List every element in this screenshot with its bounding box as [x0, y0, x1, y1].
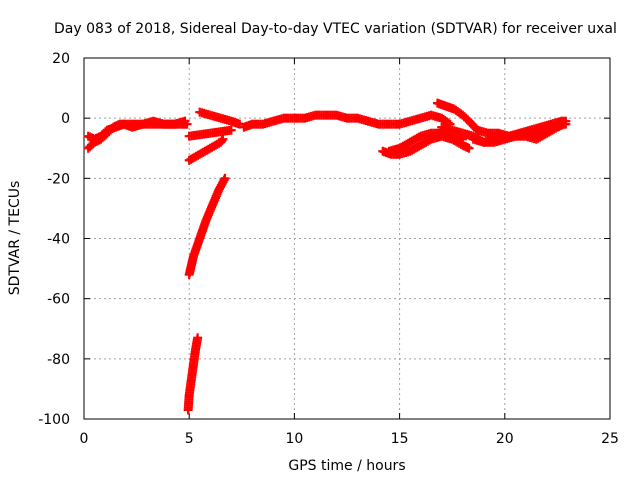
- x-tick-label: 25: [601, 431, 619, 447]
- y-tick-label: -100: [38, 412, 70, 428]
- y-axis-label: SDTVAR / TECUs: [7, 181, 23, 296]
- chart-title: Day 083 of 2018, Sidereal Day-to-day VTE…: [54, 21, 617, 37]
- axis-ticks: 0 5 10 15 20 25 -100 -80 -60 -40 -20 0 20: [38, 51, 619, 447]
- plot-area: [83, 57, 611, 420]
- x-tick-label: 5: [185, 431, 194, 447]
- y-tick-label: -60: [47, 292, 70, 308]
- data-point-marker: [180, 116, 190, 126]
- data-point-marker: [464, 143, 474, 153]
- data-point-marker: [226, 125, 236, 135]
- data-point-marker: [559, 119, 569, 129]
- y-tick-label: 0: [61, 111, 70, 127]
- data-point-marker: [220, 173, 230, 183]
- data-point-marker: [218, 134, 228, 144]
- x-axis-label: GPS time / hours: [288, 458, 405, 474]
- x-tick-label: 15: [391, 431, 409, 447]
- grid-lines: [84, 58, 610, 419]
- y-tick-label: -20: [47, 171, 70, 187]
- y-tick-label: -40: [47, 232, 70, 248]
- x-tick-label: 20: [496, 431, 514, 447]
- x-tick-label: 0: [80, 431, 89, 447]
- data-markers: [83, 98, 571, 415]
- data-point-marker: [193, 333, 203, 343]
- x-tick-label: 10: [285, 431, 303, 447]
- y-tick-label: -80: [47, 352, 70, 368]
- y-tick-label: 20: [52, 51, 70, 67]
